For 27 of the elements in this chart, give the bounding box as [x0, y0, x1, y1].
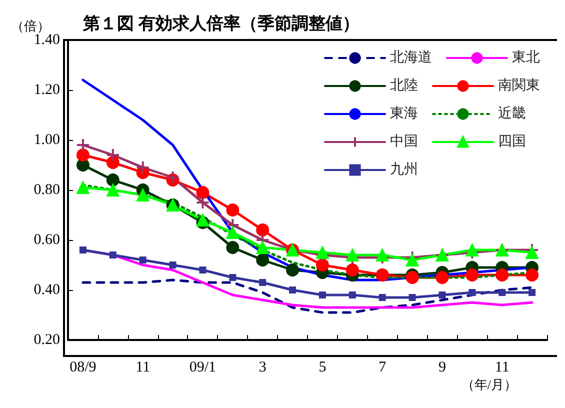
legend-label: 東北: [512, 50, 540, 66]
y-tick-label: 0.20: [34, 332, 60, 348]
x-axis-title: （年/月）: [461, 377, 517, 392]
y-tick-label: 0.60: [34, 232, 60, 248]
x-tick-label: 9: [438, 360, 446, 376]
x-tick-label: 3: [258, 360, 266, 376]
legend-label: 中国: [390, 134, 418, 150]
y-tick-label: 0.40: [34, 282, 60, 298]
y-tick-label: 1.00: [34, 132, 60, 148]
legend-label: 北陸: [390, 78, 418, 94]
x-tick-label: 11: [494, 360, 510, 376]
y-tick-label: 0.80: [34, 182, 60, 198]
legend-label: 四国: [498, 134, 526, 150]
y-tick-label: 1.40: [34, 32, 60, 48]
y-axis-title: （倍）: [11, 18, 50, 34]
x-tick-label: 7: [378, 360, 387, 376]
legend-label: 北海道: [390, 50, 432, 66]
x-tick-label: 09/1: [189, 360, 216, 376]
x-tick-label: 08/9: [70, 360, 96, 376]
chart-title: 第１図 有効求人倍率（季節調整値）: [82, 14, 360, 33]
legend-label: 南関東: [498, 78, 540, 94]
legend-label: 近畿: [498, 106, 526, 122]
y-tick-label: 1.20: [34, 82, 60, 98]
x-tick-label: 11: [136, 360, 150, 376]
legend-label: 東海: [390, 106, 418, 122]
legend-label: 九州: [390, 162, 418, 178]
x-tick-label: 5: [318, 360, 326, 376]
